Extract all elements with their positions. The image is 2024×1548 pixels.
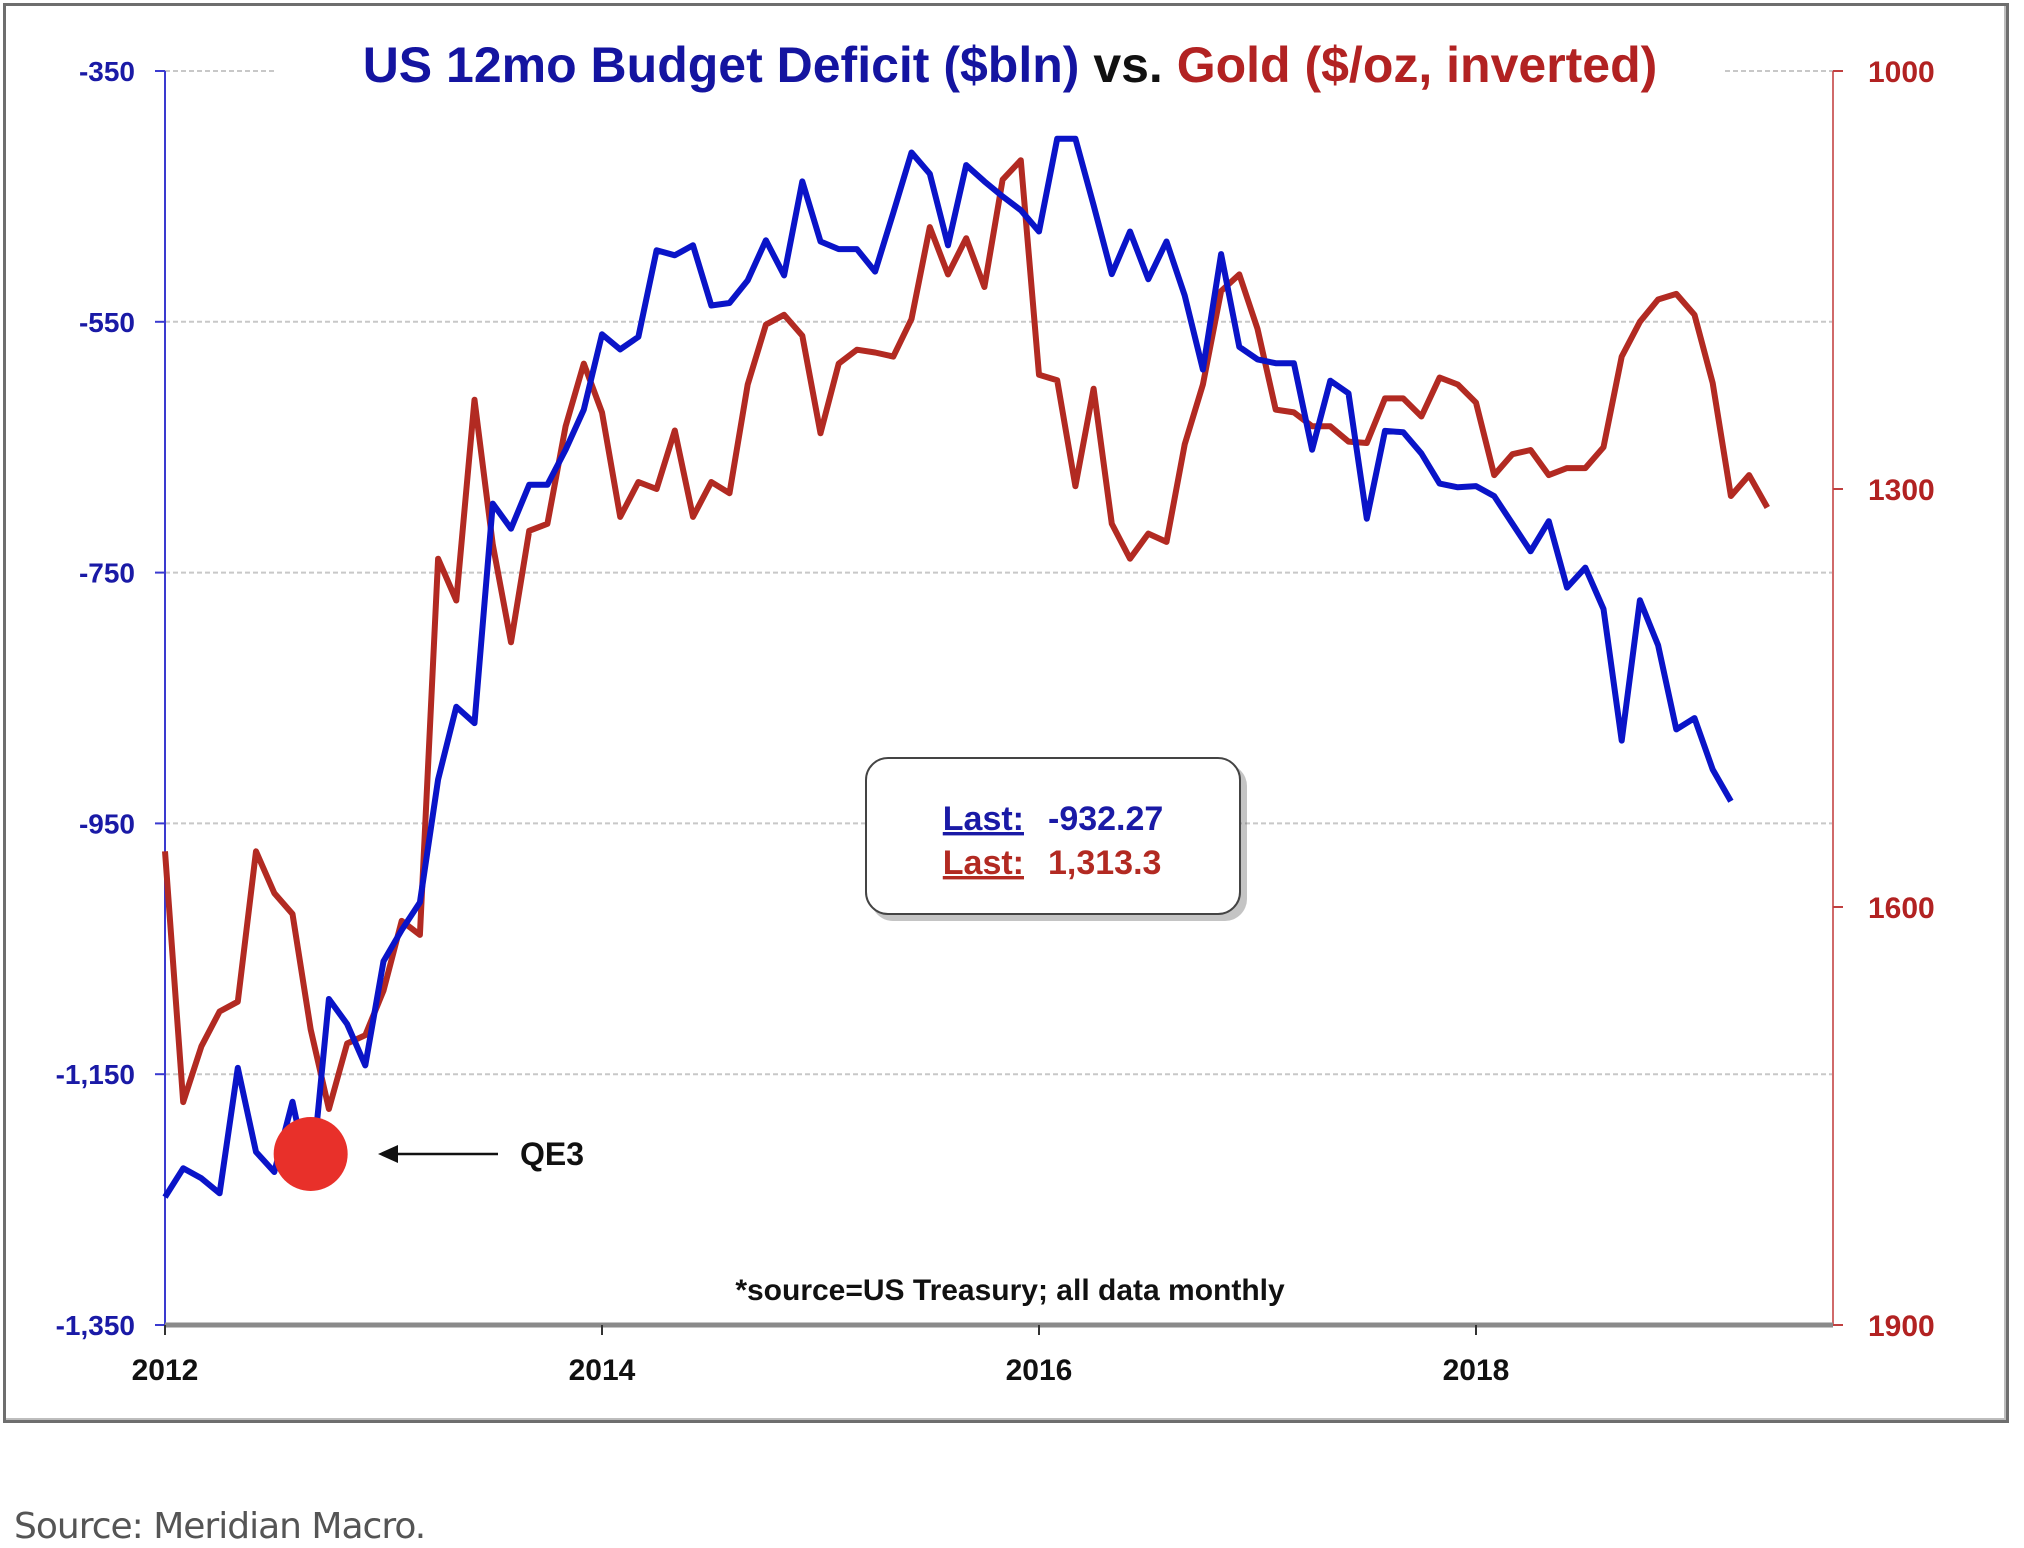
left-tick-label: -1,150	[56, 1059, 135, 1090]
series	[162, 135, 1770, 1199]
left-axis-ticks: -350 -550 -750 -950 -1,150 -1,350	[56, 56, 165, 1341]
qe3-annotation: QE3	[273, 1117, 584, 1191]
source-note: *source=US Treasury; all data monthly	[735, 1274, 1285, 1307]
left-tick-label: -750	[79, 558, 135, 589]
footer-caption: Source: Meridian Macro.	[14, 1506, 426, 1547]
legend-label-deficit: Last:	[943, 800, 1024, 838]
x-tick-label: 2012	[132, 1354, 199, 1387]
legend-label-gold: Last:	[943, 844, 1024, 882]
legend-value-gold: 1,313.3	[1048, 844, 1161, 882]
x-tick-label: 2014	[569, 1354, 636, 1387]
right-tick-label: 1300	[1868, 474, 1935, 507]
axes	[164, 71, 1834, 1328]
series-line-gold	[162, 157, 1770, 1112]
x-tick-label: 2016	[1006, 1354, 1073, 1387]
right-tick-label: 1600	[1868, 892, 1935, 925]
chart-title: US 12mo Budget Deficit ($bln) vs. Gold (…	[363, 37, 1658, 93]
left-tick-label: -950	[79, 808, 135, 839]
title-vs: vs.	[1079, 37, 1176, 93]
left-tick-label: -1,350	[56, 1310, 135, 1341]
qe3-label: QE3	[520, 1136, 584, 1172]
left-tick-label: -550	[79, 307, 135, 338]
legend-box: Last: -932.27 Last: 1,313.3	[865, 757, 1247, 921]
title-deficit: US 12mo Budget Deficit ($bln)	[363, 37, 1080, 93]
right-tick-label: 1900	[1868, 1310, 1935, 1343]
right-tick-label: 1000	[1868, 56, 1935, 89]
legend-value-deficit: -932.27	[1048, 800, 1163, 838]
left-tick-label: -350	[79, 56, 135, 87]
legend-background	[865, 757, 1241, 915]
x-axis-ticks: 2012 2014 2016 2018	[132, 1325, 1510, 1387]
x-tick-label: 2018	[1443, 1354, 1510, 1387]
qe3-arrow-head	[378, 1145, 398, 1163]
data-points	[165, 138, 1768, 1197]
qe3-marker	[273, 1117, 348, 1191]
right-axis-ticks: 1000 1300 1600 1900	[1833, 56, 1935, 1343]
title-gold: Gold ($/oz, inverted)	[1177, 37, 1658, 93]
chart: -350 -550 -750 -950 -1,150 -1,350 1000 1300 160…	[56, 37, 1935, 1387]
series-line-deficit	[162, 135, 1734, 1199]
